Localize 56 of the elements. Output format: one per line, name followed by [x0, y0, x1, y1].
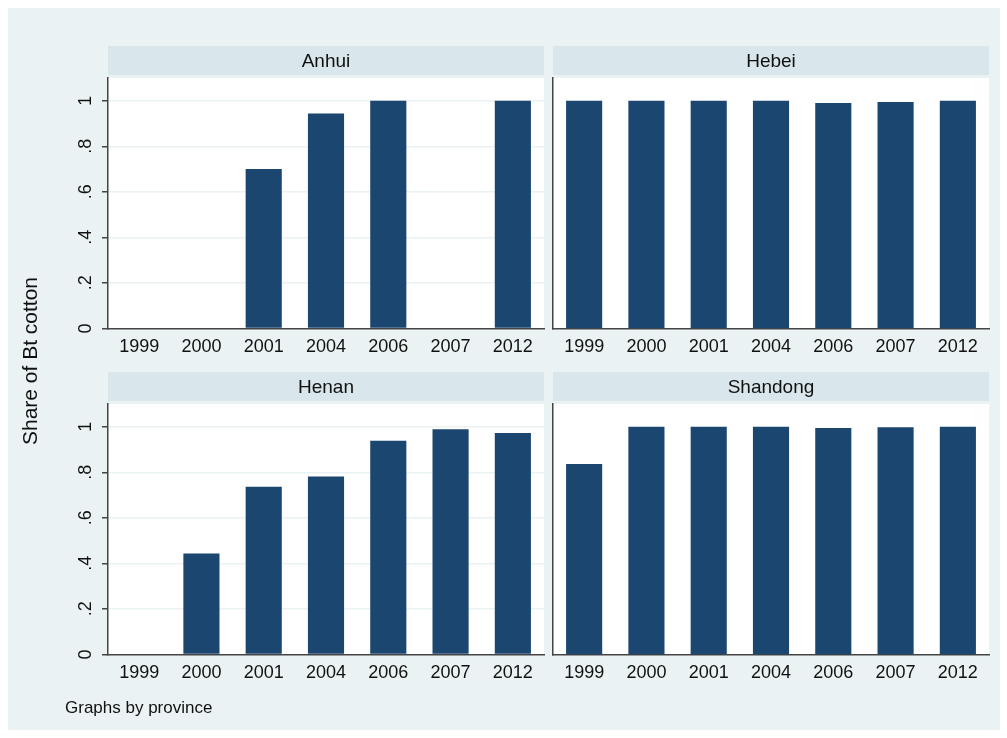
x-tick-label: 2012	[492, 662, 533, 683]
y-tick-label: 0	[74, 323, 95, 334]
x-tick-label: 2001	[243, 662, 284, 683]
bar	[494, 100, 531, 328]
x-tick-label: 1999	[119, 336, 160, 357]
x-tick-label: 1999	[564, 662, 605, 683]
x-tick-label: 2006	[813, 336, 854, 357]
x-tick-label: 2000	[181, 336, 222, 357]
bar	[432, 429, 469, 654]
y-tick-label: .6	[74, 510, 95, 526]
x-tick-label: 2004	[305, 336, 347, 357]
y-tick-label: .2	[74, 601, 95, 617]
x-tick-label: 2000	[626, 662, 667, 683]
bar	[494, 432, 531, 654]
x-tick-label: 2007	[430, 662, 471, 683]
x-tick-label: 1999	[119, 662, 160, 683]
y-tick-label: 1	[74, 95, 95, 106]
x-tick-label: 2007	[430, 336, 471, 357]
x-tick-label: 2004	[750, 336, 792, 357]
x-tick-label: 2004	[305, 662, 347, 683]
bar	[245, 169, 282, 328]
x-tick-label: 1999	[564, 336, 605, 357]
chart-title: Anhui	[108, 46, 544, 75]
x-tick-label: 2012	[492, 336, 533, 357]
x-tick-label: 2006	[368, 662, 409, 683]
x-tick-label: 2006	[368, 336, 409, 357]
y-tick-label: 0	[74, 649, 95, 660]
y-tick-label: .4	[74, 229, 95, 245]
x-tick-label: 2001	[688, 662, 729, 683]
x-tick-label: 2004	[750, 662, 792, 683]
x-tick-label: 2006	[813, 662, 854, 683]
bar	[307, 476, 345, 654]
y-tick-label: .2	[74, 275, 95, 291]
y-tick-label: .6	[74, 184, 95, 200]
bar	[370, 100, 407, 328]
x-tick-label: 2012	[937, 336, 978, 357]
chart-title: Hebei	[553, 46, 989, 75]
chart-title: Henan	[108, 372, 544, 401]
bar	[307, 113, 345, 328]
bar	[370, 440, 407, 654]
y-tick-label: .4	[74, 555, 95, 571]
y-axis-title: Share of Bt cotton	[18, 276, 43, 446]
text: Graphs by province	[65, 698, 213, 718]
x-tick-label: 2000	[626, 336, 667, 357]
bar	[183, 553, 220, 654]
x-tick-label: 2001	[243, 336, 284, 357]
bar	[245, 486, 282, 654]
y-tick-label: .8	[74, 138, 95, 154]
y-tick-label: 1	[74, 421, 95, 432]
y-tick-label: .8	[74, 464, 95, 480]
x-tick-label: 2000	[181, 662, 222, 683]
x-tick-label: 2007	[875, 336, 916, 357]
x-tick-label: 2007	[875, 662, 916, 683]
x-tick-label: 2012	[937, 662, 978, 683]
chart-title: Shandong	[553, 372, 989, 401]
x-tick-label: 2001	[688, 336, 729, 357]
